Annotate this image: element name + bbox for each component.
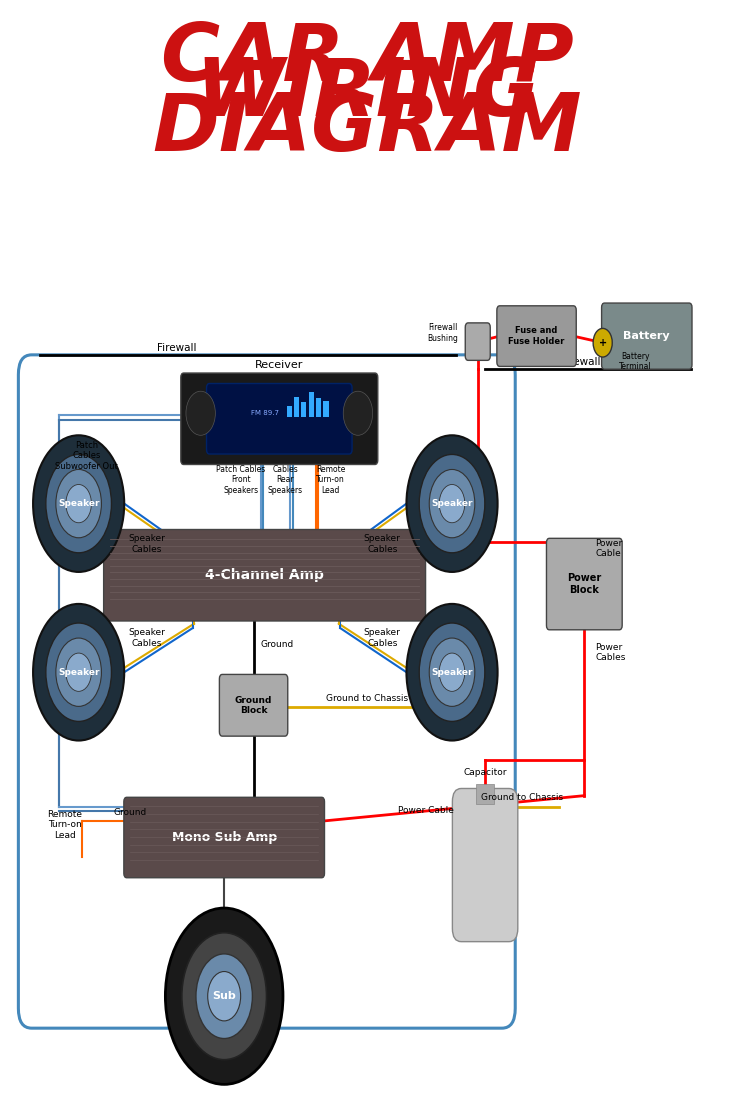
Text: Capacitor: Capacitor xyxy=(463,768,507,778)
FancyBboxPatch shape xyxy=(497,305,576,366)
Text: Fuse and
Fuse Holder: Fuse and Fuse Holder xyxy=(509,326,564,346)
Bar xyxy=(323,401,329,417)
Text: Speaker
Cables: Speaker Cables xyxy=(364,534,401,554)
Circle shape xyxy=(196,954,252,1038)
Text: Mono Sub Amp: Mono Sub Amp xyxy=(171,831,277,844)
FancyBboxPatch shape xyxy=(181,372,378,465)
Circle shape xyxy=(593,328,612,357)
Text: Ground to Chassis: Ground to Chassis xyxy=(481,793,563,802)
FancyBboxPatch shape xyxy=(207,383,352,454)
Circle shape xyxy=(429,469,475,538)
Circle shape xyxy=(440,485,465,522)
Text: Firewall: Firewall xyxy=(157,343,196,353)
Text: Ground: Ground xyxy=(261,640,294,649)
Circle shape xyxy=(343,391,373,435)
Text: Speaker
Cables: Speaker Cables xyxy=(129,534,165,554)
Circle shape xyxy=(419,454,485,553)
Circle shape xyxy=(440,653,465,691)
Circle shape xyxy=(419,623,485,722)
Text: Speaker: Speaker xyxy=(431,668,473,677)
Circle shape xyxy=(429,638,475,706)
Circle shape xyxy=(46,454,112,553)
Text: +: + xyxy=(598,337,607,348)
Circle shape xyxy=(165,908,283,1084)
Bar xyxy=(287,406,292,417)
Text: Remote
Turn-on
Lead: Remote Turn-on Lead xyxy=(47,810,82,840)
Circle shape xyxy=(186,391,215,435)
FancyBboxPatch shape xyxy=(219,674,287,736)
Circle shape xyxy=(46,623,112,722)
Text: Ground
Block: Ground Block xyxy=(235,695,272,715)
Text: Patch
Cables
Subwoofer Out: Patch Cables Subwoofer Out xyxy=(55,441,118,471)
Circle shape xyxy=(56,469,101,538)
Text: WIRING: WIRING xyxy=(196,55,539,133)
Circle shape xyxy=(406,604,498,741)
Bar xyxy=(309,392,314,417)
Text: Sub: Sub xyxy=(212,991,236,1002)
Bar xyxy=(476,785,494,804)
Text: Power Cable: Power Cable xyxy=(398,807,454,815)
Text: Remote
Turn-on
Lead: Remote Turn-on Lead xyxy=(316,465,345,495)
Circle shape xyxy=(66,653,91,691)
Bar xyxy=(316,398,321,417)
Circle shape xyxy=(33,604,124,741)
Text: Power
Cable: Power Cable xyxy=(595,539,623,559)
Text: Battery: Battery xyxy=(623,331,670,342)
Circle shape xyxy=(33,435,124,572)
FancyBboxPatch shape xyxy=(104,530,426,622)
Circle shape xyxy=(208,972,240,1020)
Text: Speaker: Speaker xyxy=(58,668,99,677)
FancyBboxPatch shape xyxy=(547,539,622,630)
FancyBboxPatch shape xyxy=(601,303,692,369)
Bar xyxy=(301,402,306,417)
Text: 4-Channel Amp: 4-Channel Amp xyxy=(205,569,324,582)
Text: Cables
Rear
Speakers: Cables Rear Speakers xyxy=(268,465,303,495)
Text: Patch Cables
Front
Speakers: Patch Cables Front Speakers xyxy=(216,465,266,495)
Text: Power
Cables: Power Cables xyxy=(595,642,625,662)
Text: Speaker: Speaker xyxy=(431,499,473,508)
Text: Speaker: Speaker xyxy=(58,499,99,508)
Circle shape xyxy=(56,638,101,706)
Text: Speaker
Cables: Speaker Cables xyxy=(364,628,401,648)
Text: Power
Block: Power Block xyxy=(567,573,601,595)
Text: CAR AMP: CAR AMP xyxy=(161,20,574,98)
FancyBboxPatch shape xyxy=(453,789,517,941)
FancyBboxPatch shape xyxy=(123,798,324,877)
FancyBboxPatch shape xyxy=(465,323,490,360)
Bar xyxy=(294,397,299,417)
Text: Ground to Chassis: Ground to Chassis xyxy=(326,694,409,703)
Text: Speaker
Cables: Speaker Cables xyxy=(129,628,165,648)
Text: Receiver: Receiver xyxy=(255,360,304,370)
Text: Firewall: Firewall xyxy=(561,357,600,367)
Circle shape xyxy=(182,932,267,1060)
Circle shape xyxy=(66,485,91,522)
Text: DIAGRAM: DIAGRAM xyxy=(153,90,582,169)
Text: Ground: Ground xyxy=(114,808,147,817)
Circle shape xyxy=(406,435,498,572)
Text: FM 89.7: FM 89.7 xyxy=(251,410,279,417)
Text: Battery
Terminal: Battery Terminal xyxy=(620,352,652,371)
Text: Firewall
Bushing: Firewall Bushing xyxy=(427,323,458,343)
